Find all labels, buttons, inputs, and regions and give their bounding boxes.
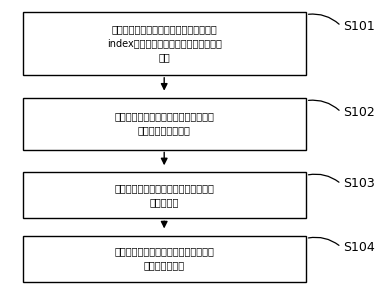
Bar <box>23 12 306 75</box>
Text: 通过对输入的目标数据进行预处理，获得
index形式的语句对；所述语句对为候选
答案: 通过对输入的目标数据进行预处理，获得 index形式的语句对；所述语句对为候选 … <box>107 24 222 62</box>
Bar <box>23 236 306 282</box>
Text: S103: S103 <box>343 177 375 190</box>
Text: 根据所述关系概率和解空间检索算法获
得排序结果: 根据所述关系概率和解空间检索算法获 得排序结果 <box>114 183 214 208</box>
Text: S104: S104 <box>343 241 375 254</box>
Text: 对语句对进行特征提取，获取语句对中
前后句子的关系概率: 对语句对进行特征提取，获取语句对中 前后句子的关系概率 <box>114 112 214 136</box>
Text: 从排序结果中选取打分最高的句子顺序
，得到目标答案: 从排序结果中选取打分最高的句子顺序 ，得到目标答案 <box>114 247 214 271</box>
Bar <box>23 173 306 218</box>
Text: S102: S102 <box>343 106 375 119</box>
Text: S101: S101 <box>343 19 375 33</box>
Bar <box>23 98 306 150</box>
